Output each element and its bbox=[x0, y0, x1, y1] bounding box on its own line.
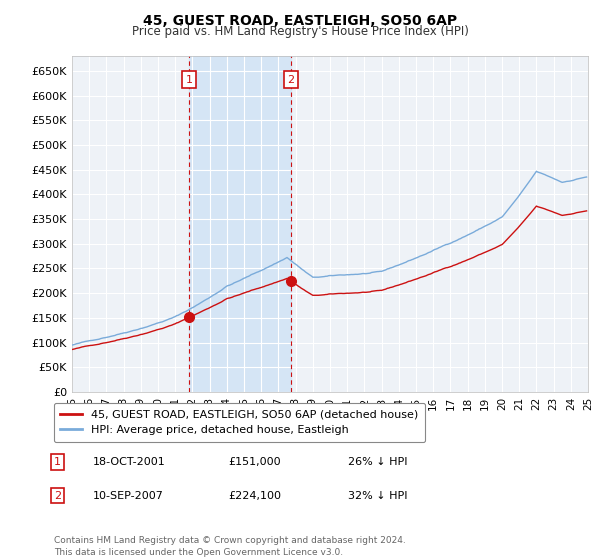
Text: 18-OCT-2001: 18-OCT-2001 bbox=[93, 457, 166, 467]
Text: 26% ↓ HPI: 26% ↓ HPI bbox=[348, 457, 407, 467]
Text: Contains HM Land Registry data © Crown copyright and database right 2024.
This d: Contains HM Land Registry data © Crown c… bbox=[54, 536, 406, 557]
Text: 32% ↓ HPI: 32% ↓ HPI bbox=[348, 491, 407, 501]
Text: 1: 1 bbox=[54, 457, 61, 467]
Text: 45, GUEST ROAD, EASTLEIGH, SO50 6AP: 45, GUEST ROAD, EASTLEIGH, SO50 6AP bbox=[143, 14, 457, 28]
Text: 10-SEP-2007: 10-SEP-2007 bbox=[93, 491, 164, 501]
Text: 1: 1 bbox=[185, 74, 193, 85]
Text: 2: 2 bbox=[54, 491, 61, 501]
Text: 2: 2 bbox=[287, 74, 295, 85]
Legend: 45, GUEST ROAD, EASTLEIGH, SO50 6AP (detached house), HPI: Average price, detach: 45, GUEST ROAD, EASTLEIGH, SO50 6AP (det… bbox=[53, 403, 425, 442]
Text: Price paid vs. HM Land Registry's House Price Index (HPI): Price paid vs. HM Land Registry's House … bbox=[131, 25, 469, 38]
Bar bbox=[189, 56, 291, 392]
Text: £151,000: £151,000 bbox=[228, 457, 281, 467]
Text: £224,100: £224,100 bbox=[228, 491, 281, 501]
